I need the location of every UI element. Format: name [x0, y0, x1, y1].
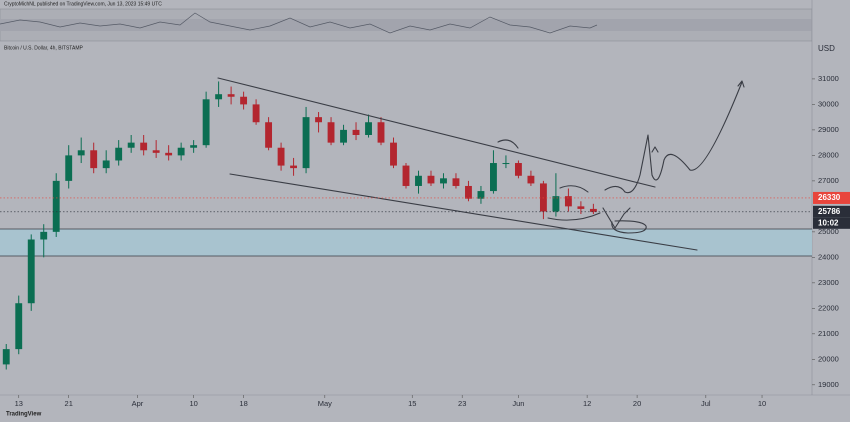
x-tick-label: May [318, 399, 332, 408]
candle-body [102, 160, 110, 169]
candle-body [2, 349, 10, 365]
countdown: 10:02 [818, 218, 839, 227]
candle-body [502, 163, 510, 165]
price-label-box [813, 205, 850, 218]
candle-body [402, 165, 410, 186]
candle-body [90, 150, 98, 169]
candle-body [177, 147, 185, 156]
arrow-head [737, 80, 745, 88]
candle-body [265, 122, 273, 148]
scribble [547, 212, 601, 221]
candle-body [465, 185, 472, 199]
candle-body [40, 231, 48, 240]
candle-body [252, 104, 260, 123]
candle-body [315, 117, 322, 123]
arrow-head [651, 146, 659, 153]
candle-body [340, 129, 347, 143]
candle-body [527, 175, 535, 184]
candle-body [440, 178, 447, 184]
candle-body [577, 206, 585, 209]
y-tick-label: 27000 [818, 176, 839, 185]
candle-body [377, 122, 385, 143]
candle-body [115, 147, 123, 161]
support-zone [0, 229, 812, 256]
candle-body [589, 208, 597, 212]
x-tick-label: Jul [701, 399, 711, 408]
scribble [559, 185, 589, 193]
candle-body [152, 150, 160, 153]
candle-body [490, 163, 497, 192]
x-tick-label: 10 [189, 399, 197, 408]
y-axis-label: USD [818, 44, 835, 53]
indicator-band [0, 19, 812, 31]
candle-body [539, 183, 547, 212]
candle-body [514, 163, 522, 176]
price-label-box [813, 191, 850, 204]
x-tick-label: 15 [408, 399, 416, 408]
y-tick-label: 29000 [818, 125, 839, 134]
x-tick-label: 23 [458, 399, 466, 408]
x-tick-label: 18 [239, 399, 247, 408]
price-label: 25786 [818, 207, 841, 216]
candle-body [202, 99, 210, 146]
candle-body [190, 145, 198, 148]
y-tick-label: 19000 [818, 380, 839, 389]
candle-body [552, 196, 560, 212]
x-tick-label: 12 [583, 399, 591, 408]
candle-body [352, 129, 360, 135]
y-tick-label: 22000 [818, 303, 839, 312]
y-tick-label: 31000 [818, 74, 839, 83]
y-tick-label: 24000 [818, 252, 839, 261]
candle-body [65, 155, 73, 181]
candle-body [477, 191, 485, 199]
candle-body [140, 142, 148, 151]
candle-body [27, 239, 35, 304]
y-tick-label: 30000 [818, 99, 839, 108]
footer-logo: TradingView [6, 412, 42, 418]
y-tick-label: 23000 [818, 278, 839, 287]
chart-title: Bitcoin / U.S. Dollar, 4h, BITSTAMP [4, 45, 83, 51]
x-tick-label: 20 [633, 399, 641, 408]
candle-body [240, 96, 248, 105]
y-tick-label: 21000 [818, 329, 839, 338]
candle-body [452, 178, 460, 186]
candle-body [77, 150, 85, 156]
header: CryptoMichNL published on TradingView.co… [4, 1, 162, 7]
candle-body [165, 152, 173, 156]
candle-body [215, 94, 223, 100]
x-tick-label: 13 [15, 399, 23, 408]
candle-body [427, 175, 435, 184]
channel-upper [217, 77, 656, 188]
circle [611, 220, 647, 234]
y-tick-label: 28000 [818, 150, 839, 159]
candle-body [302, 117, 310, 169]
indicator-line [0, 12, 598, 34]
candle-body [564, 196, 572, 207]
x-tick-label: Apr [132, 399, 144, 408]
y-tick-label: 25000 [818, 227, 839, 236]
candle-body [365, 122, 372, 135]
candle-body [277, 147, 285, 166]
candle-body [327, 122, 335, 143]
y-tick-label: 20000 [818, 354, 839, 363]
candle-body [415, 175, 422, 186]
candle-body [52, 180, 60, 232]
price-label: 26330 [818, 193, 841, 202]
projection-long [604, 81, 743, 194]
candle-body [390, 142, 397, 166]
x-tick-label: 10 [758, 399, 766, 408]
candle-body [15, 303, 23, 350]
candle-body [127, 142, 135, 148]
candle-body [227, 94, 235, 97]
scribble [497, 139, 519, 149]
x-tick-label: Jun [512, 399, 524, 408]
candle-body [290, 165, 298, 169]
x-tick-label: 21 [65, 399, 73, 408]
countdown-box [813, 217, 850, 229]
